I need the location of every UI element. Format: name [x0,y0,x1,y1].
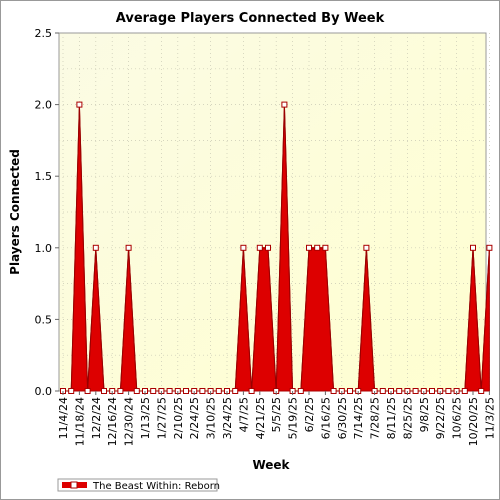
data-point [133,388,140,394]
x-tick-label: 12/30/24 [123,397,136,446]
data-point [470,244,476,251]
y-tick-label: 0.0 [35,385,53,398]
x-tick-label: 5/19/25 [287,397,300,439]
x-tick-label: 10/20/25 [467,397,480,446]
data-point [117,388,124,394]
x-tick-label: 6/16/25 [319,397,332,439]
chart-title: Average Players Connected By Week [116,11,385,26]
x-tick-label: 3/24/25 [221,397,234,439]
data-point [314,244,321,251]
data-point [68,388,75,394]
x-tick-label: 12/16/24 [106,397,119,446]
x-tick-label: 2/10/25 [172,397,185,439]
y-tick-label: 2.5 [35,27,53,40]
x-tick-label: 11/3/25 [483,397,496,439]
data-point [199,388,206,394]
legend: The Beast Within: Reborn [57,478,220,492]
x-tick-label: 9/8/25 [418,397,431,432]
x-tick-label: 12/2/24 [90,397,103,439]
x-tick-label: 9/22/25 [434,397,447,439]
y-axis-title: Players Connected [8,149,22,275]
legend-marker [70,481,78,489]
data-point [215,388,222,394]
x-tick-label: 4/7/25 [237,397,250,432]
x-tick-label: 8/11/25 [385,397,398,439]
x-tick-label: 11/18/24 [73,397,86,446]
data-point [265,244,271,251]
data-point [363,244,370,251]
x-tick-label: 1/13/25 [139,397,152,439]
data-point [256,244,263,251]
data-point [412,388,419,394]
x-tick-label: 7/14/25 [352,397,365,439]
data-point [306,244,312,251]
legend-box [57,478,218,492]
data-point [232,388,239,394]
y-axis: 0.0 0.5 1.0 1.5 2.0 2.5 [35,27,59,398]
data-point [125,244,132,251]
data-point [297,388,304,394]
data-point [461,388,468,394]
x-tick-label: 1/27/25 [155,397,168,439]
x-tick-label: 4/21/25 [254,397,267,439]
y-tick-label: 2.0 [35,99,53,112]
data-point [76,101,83,108]
y-tick-label: 1.0 [35,242,53,255]
data-point [281,101,288,108]
data-point [379,388,386,394]
data-point [183,388,189,394]
data-point [101,388,107,394]
data-point [166,388,173,394]
data-point [478,388,485,394]
data-point [429,388,435,394]
data-point [445,388,452,394]
data-point [347,388,353,394]
x-tick-label: 6/2/25 [303,397,316,432]
y-tick-label: 1.5 [35,170,53,183]
data-point [240,244,247,251]
data-point [330,388,337,394]
x-tick-label: 5/5/25 [270,397,283,432]
x-tick-label: 11/4/24 [57,397,70,439]
y-tick-label: 0.5 [35,313,53,326]
x-tick-label: 6/30/25 [336,397,349,439]
data-point [150,388,157,394]
data-point [248,388,255,394]
data-point [322,244,329,251]
x-axis: 11/4/24 11/18/24 12/2/24 12/16/24 12/30/24 1/… [57,391,496,446]
x-tick-label: 3/10/25 [205,397,218,439]
x-tick-label: 2/24/25 [188,397,201,439]
x-tick-label: 7/28/25 [369,397,382,439]
legend-label: The Beast Within: Reborn [92,481,220,492]
x-tick-label: 10/6/25 [451,397,464,439]
data-point [396,388,403,394]
x-tick-label: 8/25/25 [401,397,414,439]
x-axis-title: Week [252,458,290,472]
data-point [84,388,91,394]
data-point [92,244,99,251]
data-point [486,244,493,251]
